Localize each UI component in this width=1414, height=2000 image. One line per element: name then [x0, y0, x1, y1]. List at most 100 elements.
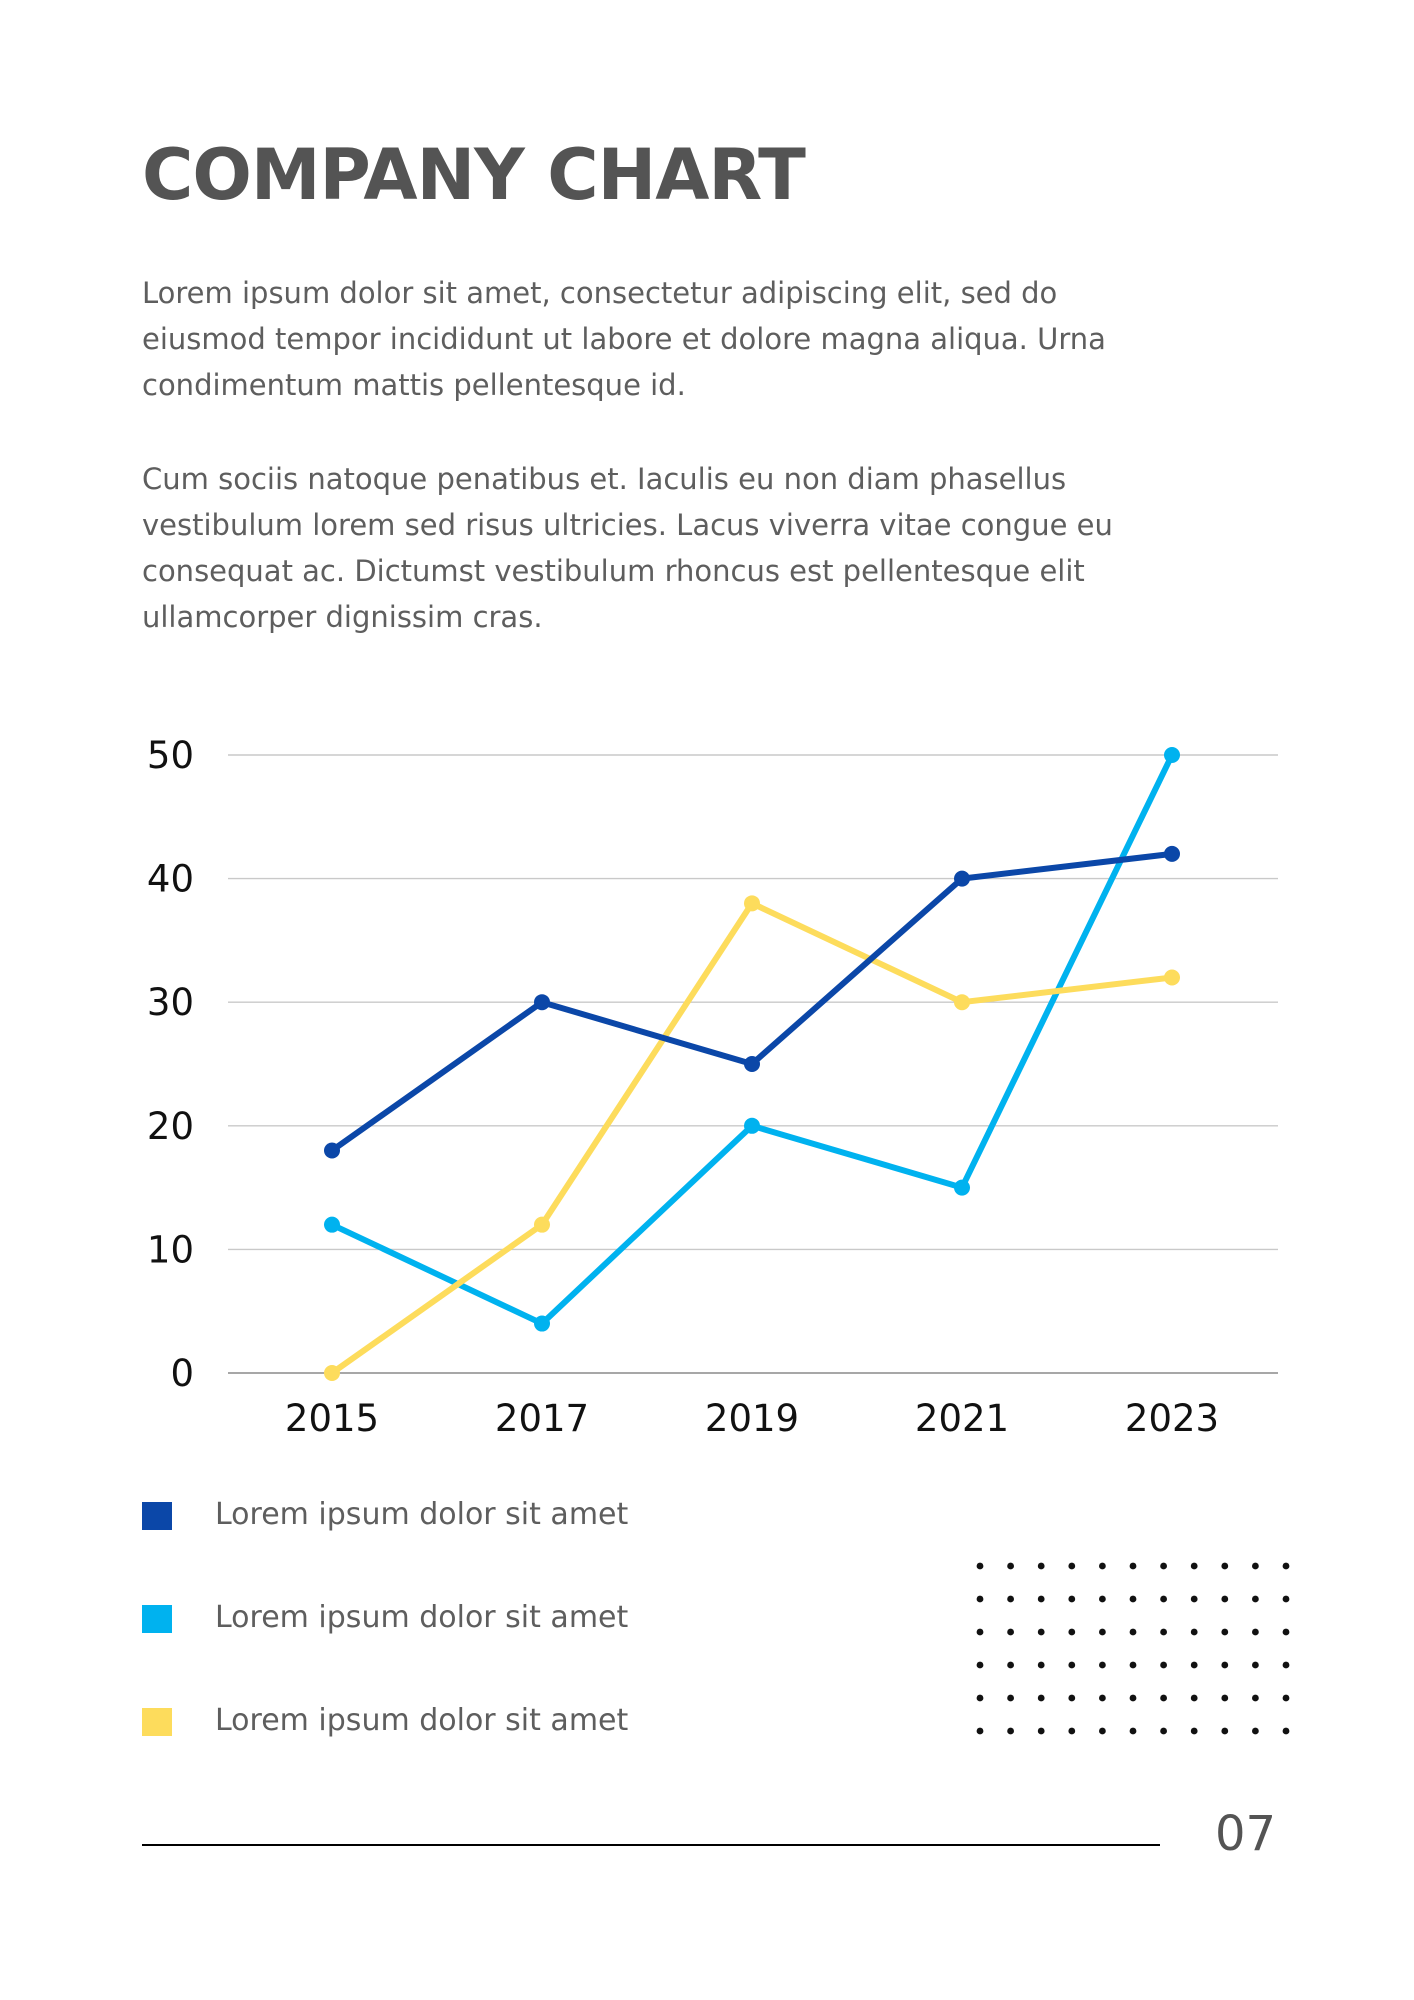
decor-dot — [1129, 1694, 1137, 1702]
legend-label: Lorem ipsum dolor sit amet — [215, 1600, 629, 1635]
decor-dot — [1068, 1661, 1076, 1669]
data-point — [954, 870, 970, 887]
x-axis-ticks: 2015 2017 2019 2021 2023 — [285, 1397, 1219, 1440]
decor-dot — [1282, 1694, 1290, 1702]
decor-dot — [1190, 1595, 1198, 1603]
data-point — [1164, 969, 1180, 986]
decor-dot — [976, 1661, 984, 1669]
x-tick-label: 2021 — [915, 1397, 1009, 1440]
decor-dot — [1282, 1562, 1290, 1570]
legend-item: Lorem ipsum dolor sit amet — [142, 1495, 842, 1535]
decor-dot — [1099, 1628, 1106, 1636]
decor-dot — [1252, 1562, 1259, 1570]
y-tick-label: 40 — [147, 858, 194, 901]
decor-dot — [1190, 1694, 1198, 1702]
x-tick-label: 2015 — [285, 1397, 379, 1440]
decor-dot — [1007, 1727, 1014, 1735]
series-line — [329, 752, 1175, 1327]
decor-dot — [1068, 1694, 1076, 1702]
decor-dot — [1099, 1694, 1106, 1702]
intro-paragraph: Lorem ipsum dolor sit amet, consectetur … — [142, 276, 1106, 402]
decor-dot — [1282, 1628, 1290, 1636]
decor-dot — [1129, 1562, 1137, 1570]
decor-dot — [1160, 1628, 1167, 1636]
decor-dot — [1007, 1595, 1014, 1603]
legend-item: Lorem ipsum dolor sit amet — [142, 1598, 842, 1638]
decor-dot — [1129, 1727, 1137, 1735]
decor-dot — [1190, 1661, 1198, 1669]
y-tick-label: 20 — [147, 1105, 194, 1148]
footer-divider — [142, 1844, 1160, 1846]
decor-dot — [1190, 1562, 1198, 1570]
decor-dot — [1099, 1661, 1106, 1669]
decor-dot — [1221, 1694, 1229, 1702]
decor-dot — [1160, 1694, 1167, 1702]
decor-dot — [1221, 1628, 1229, 1636]
data-point — [1164, 747, 1180, 763]
decor-dot — [1221, 1727, 1229, 1735]
data-point — [744, 1056, 760, 1072]
legend-label: Lorem ipsum dolor sit amet — [215, 1703, 629, 1738]
page-number: 07 — [1215, 1806, 1277, 1862]
decor-dot — [1037, 1661, 1045, 1669]
data-point — [324, 1216, 340, 1233]
decor-dot — [1221, 1595, 1229, 1603]
decor-dot — [1252, 1595, 1259, 1603]
series-1 — [324, 845, 1180, 1159]
decor-dot — [1160, 1595, 1167, 1603]
legend-swatch — [142, 1502, 172, 1530]
decor-dot — [1037, 1727, 1045, 1735]
decor-dot — [1252, 1694, 1259, 1702]
series-line — [329, 900, 1175, 1376]
x-tick-label: 2019 — [705, 1397, 799, 1440]
decor-dot — [1129, 1595, 1137, 1603]
line-chart: 0 10 20 30 40 50 2015 2017 2019 2021 2023 — [147, 734, 1278, 1440]
chart-series — [324, 747, 1180, 1381]
decor-dot — [1037, 1562, 1045, 1570]
decorative-dot-grid — [976, 1562, 1290, 1735]
decor-dot — [1252, 1661, 1259, 1669]
decor-dot — [1099, 1562, 1106, 1570]
legend-swatch — [142, 1708, 172, 1736]
decor-dot — [1282, 1661, 1290, 1669]
decor-dot — [976, 1562, 984, 1570]
y-tick-label: 30 — [147, 981, 194, 1024]
decor-dot — [1190, 1727, 1198, 1735]
series-3 — [324, 895, 1180, 1381]
decor-dot — [1282, 1727, 1290, 1735]
decor-dot — [1068, 1628, 1076, 1636]
y-axis-ticks: 0 10 20 30 40 50 — [147, 734, 194, 1395]
data-point — [744, 895, 760, 912]
decor-dot — [1221, 1562, 1229, 1570]
decor-dot — [1007, 1562, 1014, 1570]
series-2 — [324, 747, 1180, 1332]
data-point — [534, 994, 550, 1011]
data-point — [324, 1142, 340, 1159]
y-tick-label: 10 — [147, 1228, 194, 1271]
x-tick-label: 2017 — [495, 1397, 589, 1440]
legend-label: Lorem ipsum dolor sit amet — [215, 1497, 629, 1532]
data-point — [954, 1179, 970, 1196]
data-point — [954, 994, 970, 1011]
decor-dot — [1099, 1595, 1106, 1603]
y-tick-label: 50 — [147, 734, 194, 777]
decor-dot — [976, 1628, 984, 1636]
decor-dot — [1007, 1628, 1014, 1636]
decor-dot — [976, 1727, 984, 1735]
decor-dot — [1037, 1694, 1045, 1702]
decor-dot — [1160, 1727, 1167, 1735]
decor-dot — [1160, 1661, 1167, 1669]
page-title: COMPANY CHART — [142, 134, 806, 216]
decor-dot — [1007, 1694, 1014, 1702]
decor-dot — [1099, 1727, 1106, 1735]
data-point — [534, 1315, 550, 1332]
decor-dot — [1252, 1727, 1259, 1735]
decor-dot — [1007, 1661, 1014, 1669]
body-paragraph: Cum sociis natoque penatibus et. Iaculis… — [142, 462, 1113, 634]
decor-dot — [1190, 1628, 1198, 1636]
decor-dot — [1068, 1727, 1076, 1735]
decor-dot — [1037, 1595, 1045, 1603]
decor-dot — [1129, 1628, 1137, 1636]
decor-dot — [1221, 1661, 1229, 1669]
y-tick-label: 0 — [170, 1352, 194, 1395]
